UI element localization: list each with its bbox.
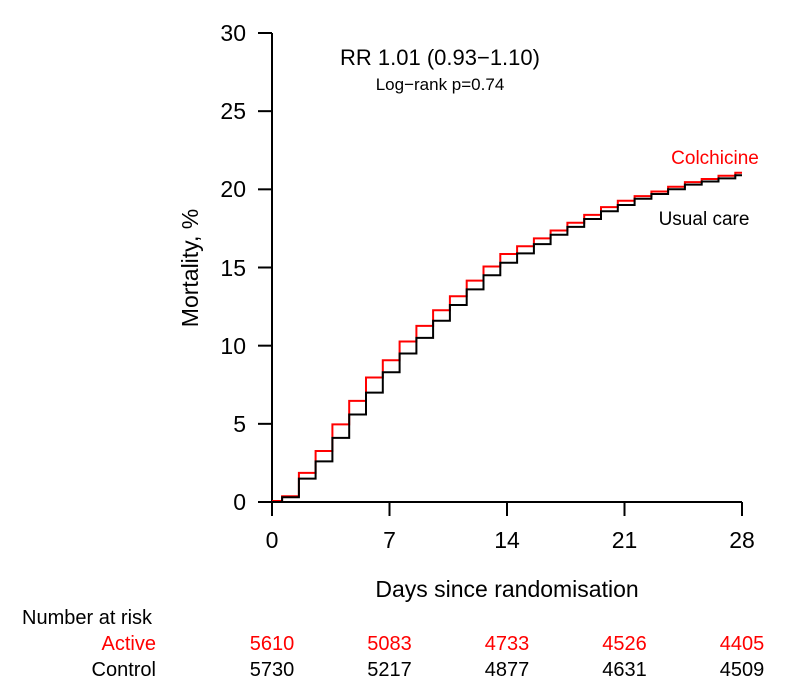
usual-care-curve: [272, 174, 742, 503]
y-tick-label: 10: [220, 332, 246, 359]
risk-count-active-day28: 4405: [719, 633, 765, 655]
risk-count-active-day21: 4526: [602, 633, 647, 655]
y-tick-label: 15: [220, 254, 246, 281]
x-tick-label: 28: [729, 527, 755, 553]
colchicine-curve-label: Colchicine: [671, 148, 759, 169]
risk-count-control-day28: 4509: [719, 659, 765, 681]
y-tick-label: 0: [233, 489, 246, 515]
x-tick-label: 7: [383, 527, 396, 553]
number-at-risk-header: Number at risk: [22, 607, 153, 629]
x-tick-label: 14: [494, 527, 520, 553]
risk-count-control-day14: 4877: [484, 659, 530, 681]
risk-count-active-day0: 5610: [249, 633, 295, 655]
log-rank-annotation: Log−rank p=0.74: [375, 75, 505, 94]
risk-count-control-day21: 4631: [602, 659, 647, 681]
risk-count-active-day7: 5083: [367, 633, 412, 655]
y-tick-label: 25: [220, 98, 246, 125]
y-tick-label: 30: [220, 20, 246, 46]
y-tick-label: 20: [220, 176, 246, 203]
x-tick-label: 0: [265, 527, 279, 553]
usual-care-curve-label: Usual care: [658, 209, 750, 230]
risk-ratio-annotation: RR 1.01 (0.93−1.10): [340, 45, 540, 70]
risk-row-label-control: Control: [91, 659, 156, 681]
risk-count-control-day7: 5217: [367, 659, 412, 681]
risk-count-active-day14: 4733: [484, 633, 530, 655]
x-tick-label: 21: [611, 527, 638, 553]
x-axis-title: Days since randomisation: [375, 576, 639, 602]
risk-count-control-day0: 5730: [249, 659, 295, 681]
risk-row-label-active: Active: [101, 633, 156, 655]
y-tick-label: 5: [233, 410, 246, 437]
